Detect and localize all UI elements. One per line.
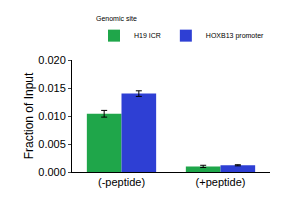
svg-text:Genomic site: Genomic site [96, 15, 137, 22]
svg-text:0.005: 0.005 [38, 138, 66, 150]
svg-text:Fraction of Input: Fraction of Input [22, 72, 36, 159]
svg-text:0.015: 0.015 [38, 82, 66, 94]
svg-text:H19 ICR: H19 ICR [134, 32, 161, 39]
svg-text:HOXB13 promoter: HOXB13 promoter [206, 32, 264, 40]
svg-text:0.000: 0.000 [38, 166, 66, 178]
svg-text:(-peptide): (-peptide) [98, 176, 145, 188]
svg-text:0.010: 0.010 [38, 110, 66, 122]
svg-text:(+peptide): (+peptide) [196, 176, 246, 188]
svg-text:0.020: 0.020 [38, 54, 66, 66]
